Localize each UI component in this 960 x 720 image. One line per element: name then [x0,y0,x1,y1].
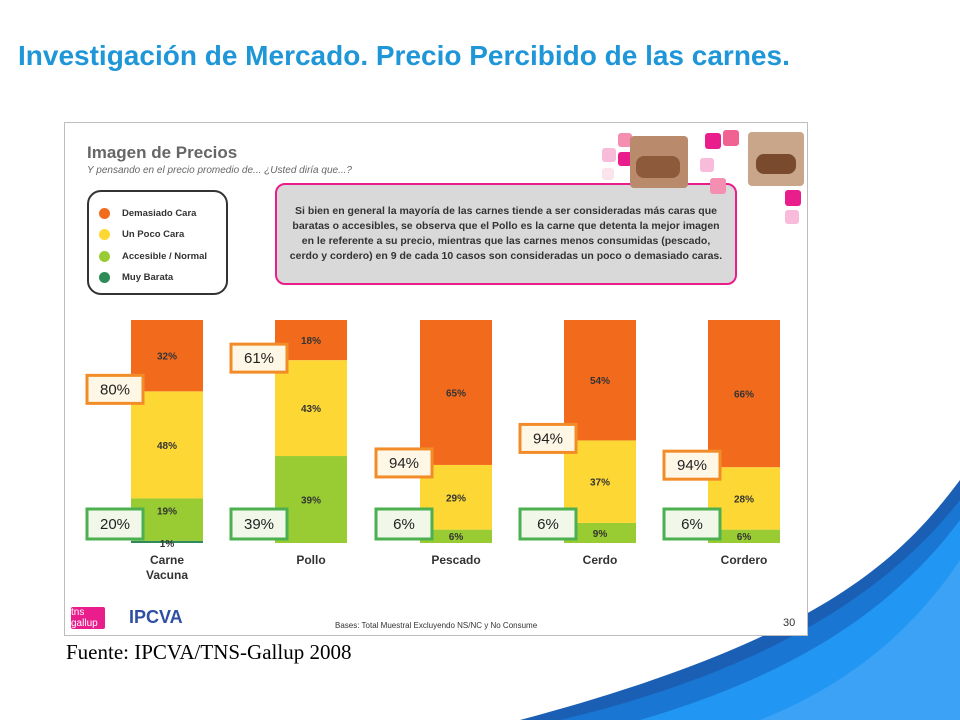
legend-item-demasiado-cara: Demasiado Cara [99,206,196,220]
bar-segment [708,320,780,468]
data-label: 1% [160,539,175,550]
legend-label: Un Poco Cara [122,228,185,240]
callout-caras: 80% [100,381,130,398]
data-label: 65% [446,388,466,399]
callout-caras: 61% [244,350,274,367]
bar-segment [564,320,636,441]
legend-label: Accesible / Normal [122,250,208,262]
ipcva-logo-text: IPCVA [129,607,183,627]
panel-title: Imagen de Precios [87,143,238,162]
panel-subtitle: Y pensando en el precio promedio de... ¿… [87,165,352,176]
data-label: 29% [446,493,466,504]
data-label: 6% [737,532,752,543]
legend-label: Muy Barata [122,271,174,283]
callout-caras: 94% [533,430,563,447]
category-label: Cordero [721,553,768,567]
data-label: 66% [734,390,754,401]
tns-gallup-logo: tns gallup [71,607,105,629]
data-label: 32% [157,352,177,363]
data-label: 54% [590,376,610,387]
bar-segment [131,540,203,543]
data-label: 18% [301,336,321,347]
summary-note: Si bien en general la mayoría de las car… [275,183,737,285]
callout-box-baratas [374,507,434,541]
legend-label: Demasiado Cara [122,207,197,219]
legend-swatch-un-poco-cara [99,228,110,240]
legend-swatch-demasiado-cara [99,207,110,219]
legend-item-un-poco-cara: Un Poco Cara [99,227,184,241]
bar-segment [131,391,203,499]
bases-note: Bases: Total Muestral Excluyendo NS/NC y… [335,621,538,630]
category-label: Carne [150,553,184,567]
data-label: 37% [590,478,610,489]
callout-baratas: 6% [537,516,559,533]
tns-logo-text: tns gallup [71,607,98,629]
summary-note-text: Si bien en general la mayoría de las car… [289,205,723,262]
callout-box-caras [85,373,145,405]
chart-panel: Imagen de Precios Y pensando en el preci… [64,122,808,636]
data-label: 48% [157,441,177,452]
data-label: 28% [734,494,754,505]
callout-baratas: 20% [100,516,130,533]
category-label: Cerdo [583,553,618,567]
data-label: 39% [301,496,321,507]
source-note: Fuente: IPCVA/TNS-Gallup 2008 [66,640,352,664]
slide-title: Investigación de Mercado. Precio Percibi… [18,40,790,71]
callout-baratas: 6% [681,516,703,533]
data-label: 19% [157,506,177,517]
data-label: 9% [593,529,608,540]
callout-box-caras [229,342,289,374]
callout-box-caras [518,422,578,454]
callout-box-baratas [518,507,578,541]
callout-box-baratas [229,507,289,541]
callout-baratas: 39% [244,516,274,533]
data-label: 43% [301,404,321,415]
callout-caras: 94% [389,455,419,472]
legend-swatch-accesible [99,250,110,262]
ipcva-logo: IPCVA [129,607,183,628]
decorative-tiles [602,130,804,224]
page-number: 30 [783,617,796,629]
callout-box-caras [662,449,722,481]
callout-box-baratas [85,507,145,541]
data-label: 6% [449,532,464,543]
callout-caras: 94% [677,457,707,474]
bar-segment [708,529,780,543]
callout-box-caras [374,447,434,479]
category-label: Pescado [431,553,480,567]
callout-box-baratas [662,507,722,541]
callout-baratas: 6% [393,516,415,533]
bar-segment [564,522,636,543]
category-label: Vacuna [146,568,188,582]
bar-segment [275,360,347,457]
category-label: Pollo [296,553,325,567]
chart-legend: Demasiado Cara Un Poco Cara Accesible / … [87,190,228,295]
bar-segment [420,320,492,465]
legend-item-muy-barata: Muy Barata [99,270,173,284]
bar-segment [420,529,492,543]
legend-item-accesible: Accesible / Normal [99,249,207,263]
legend-swatch-muy-barata [99,271,110,283]
